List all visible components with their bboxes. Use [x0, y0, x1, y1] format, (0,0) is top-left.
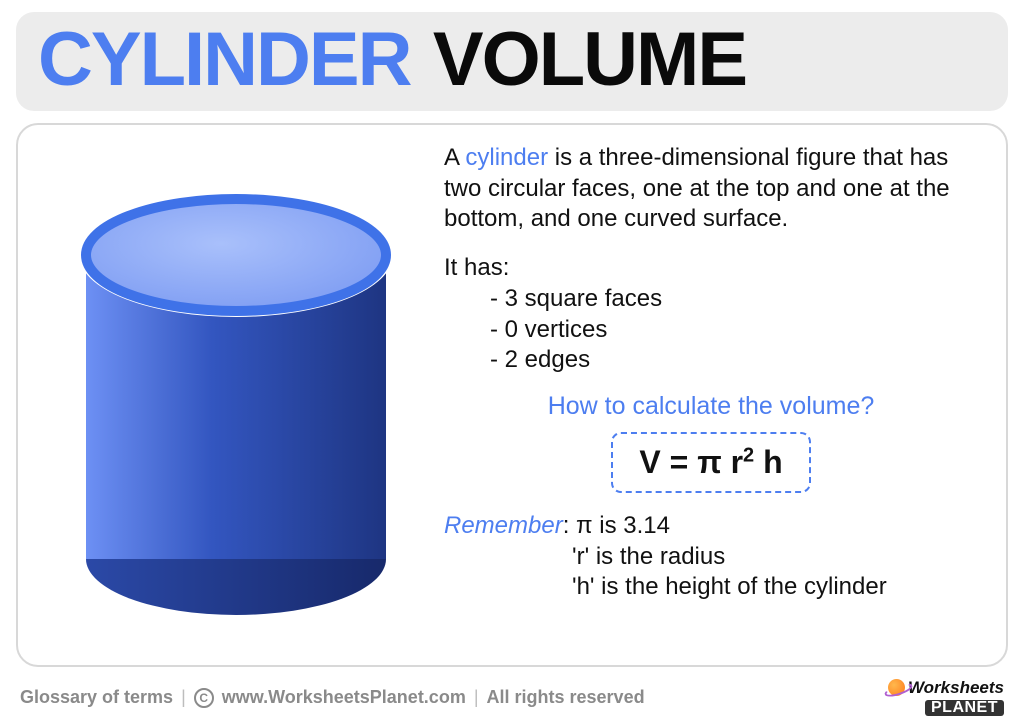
prop-vertices: - 0 vertices: [490, 315, 978, 346]
footer-site: www.WorksheetsPlanet.com: [222, 687, 466, 708]
title-word-2: VOLUME: [433, 16, 746, 103]
prop-faces: - 3 square faces: [490, 284, 978, 315]
formula-lhs: V =: [639, 444, 697, 480]
remember-block: Remember: π is 3.14 'r' is the radius 'h…: [444, 511, 978, 603]
title-word-1: CYLINDER: [38, 16, 410, 103]
remember-line2: 'r' is the radius: [572, 542, 978, 573]
remember-line1: : π is 3.14: [563, 512, 670, 539]
prop-edges: - 2 edges: [490, 345, 978, 376]
footer-sep-2: |: [474, 687, 479, 708]
definition-text: A cylinder is a three-dimensional figure…: [444, 143, 978, 235]
footer-rights: All rights reserved: [487, 687, 645, 708]
formula-box: V = π r2 h: [611, 432, 810, 493]
def-before: A: [444, 144, 465, 171]
footer: Glossary of terms | C www.WorksheetsPlan…: [16, 673, 1008, 716]
title-bar: CYLINDER VOLUME: [16, 12, 1008, 111]
footer-left: Glossary of terms | C www.WorksheetsPlan…: [20, 687, 645, 708]
formula-pi: π: [697, 444, 722, 480]
brand-logo: Worksheets PLANET: [888, 679, 1004, 716]
planet-icon: [888, 679, 905, 696]
keyword-cylinder: cylinder: [465, 144, 548, 171]
cylinder-svg: [66, 167, 406, 627]
howto-heading: How to calculate the volume?: [444, 390, 978, 422]
copyright-icon: C: [194, 688, 214, 708]
remember-line3: 'h' is the height of the cylinder: [572, 572, 978, 603]
logo-word2: PLANET: [925, 700, 1004, 716]
logo-line1: Worksheets: [888, 679, 1004, 696]
remember-label: Remember: [444, 512, 563, 539]
footer-glossary: Glossary of terms: [20, 687, 173, 708]
properties-lead: It has:: [444, 253, 978, 284]
formula-box-wrap: V = π r2 h: [444, 432, 978, 493]
formula-exp: 2: [743, 444, 754, 466]
logo-word1: Worksheets: [908, 680, 1004, 695]
formula-h: h: [754, 444, 782, 480]
formula-r: r: [722, 444, 743, 480]
content-panel: A cylinder is a three-dimensional figure…: [16, 123, 1008, 667]
footer-sep-1: |: [181, 687, 186, 708]
cylinder-illustration: [46, 143, 426, 651]
text-column: A cylinder is a three-dimensional figure…: [444, 143, 978, 651]
properties-list: - 3 square faces - 0 vertices - 2 edges: [490, 284, 978, 376]
